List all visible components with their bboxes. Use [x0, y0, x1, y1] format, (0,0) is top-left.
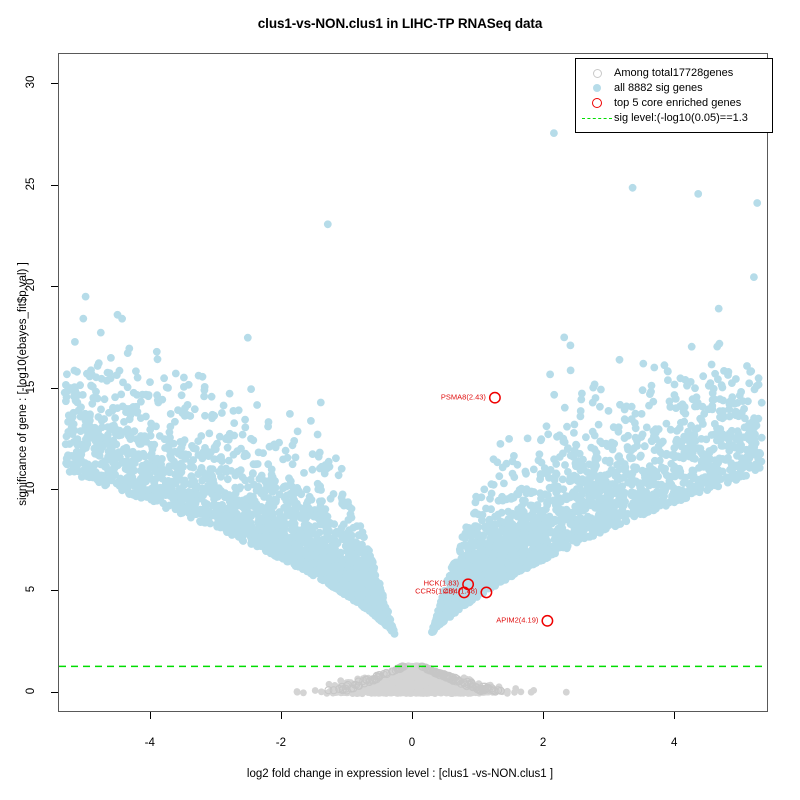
gene-label-apim2: APIM2(4.19)	[496, 615, 539, 625]
tick-mark	[543, 712, 545, 719]
legend: Among total17728genes all 8882 sig genes…	[575, 58, 773, 133]
legend-label-sig: all 8882 sig genes	[614, 82, 703, 94]
legend-item-total: Among total17728genes	[580, 66, 767, 80]
nonsig-points-group	[293, 662, 570, 698]
gene-label-ccr5: CCR5(1.48)	[415, 586, 456, 596]
tick-mark	[51, 184, 58, 186]
page-title: clus1-vs-NON.clus1 in LIHC-TP RNASeq dat…	[257, 16, 543, 31]
gene-label-hck: HCK(1.83)	[423, 578, 460, 588]
tick-mark	[51, 387, 58, 389]
open-circle-gray-icon	[580, 68, 614, 78]
tick-mark	[51, 590, 58, 592]
green-dashed-line-icon	[580, 117, 614, 119]
legend-item-core: top 5 core enriched genes	[580, 96, 767, 110]
top-genes-group	[458, 391, 554, 627]
plot-panel	[58, 53, 768, 712]
scatter-points-layer	[59, 54, 767, 711]
x-tick-label: 2	[539, 737, 547, 749]
y-axis-title: significance of gene : [-log10(ebayes_fi…	[17, 262, 29, 506]
legend-label-core: top 5 core enriched genes	[614, 97, 742, 109]
tick-mark	[149, 712, 151, 719]
x-axis-title: log2 fold change in expression level : […	[246, 768, 554, 780]
y-tick-label: 25	[25, 177, 37, 191]
y-tick-label: 5	[25, 586, 37, 593]
tick-mark	[51, 83, 58, 85]
tick-mark	[51, 488, 58, 490]
tick-mark	[51, 286, 58, 288]
x-tick-label: 0	[408, 737, 416, 749]
y-tick-label: 30	[25, 76, 37, 89]
legend-item-sig: all 8882 sig genes	[580, 81, 767, 95]
y-tick-label: 0	[25, 687, 37, 694]
filled-circle-blue-icon	[580, 84, 614, 92]
scatter-svg	[59, 129, 767, 698]
x-tick-label: -4	[144, 737, 155, 749]
gene-label-cd4: CD4(1.48)	[442, 586, 478, 596]
tick-mark	[51, 691, 58, 693]
legend-label-total: Among total17728genes	[614, 67, 734, 79]
legend-label-siglevel: sig level:(-log10(0.05)==1.3	[614, 112, 748, 124]
tick-mark	[412, 712, 413, 719]
legend-item-siglevel: sig level:(-log10(0.05)==1.3	[580, 111, 767, 125]
open-circle-red-icon	[580, 98, 614, 108]
gene-label-psma8: PSMA8(2.43)	[440, 392, 486, 402]
x-tick-label: 4	[671, 737, 678, 749]
tick-mark	[280, 712, 282, 719]
sig-points-group	[60, 129, 766, 638]
tick-mark	[674, 712, 676, 719]
x-tick-label: -2	[275, 737, 286, 749]
